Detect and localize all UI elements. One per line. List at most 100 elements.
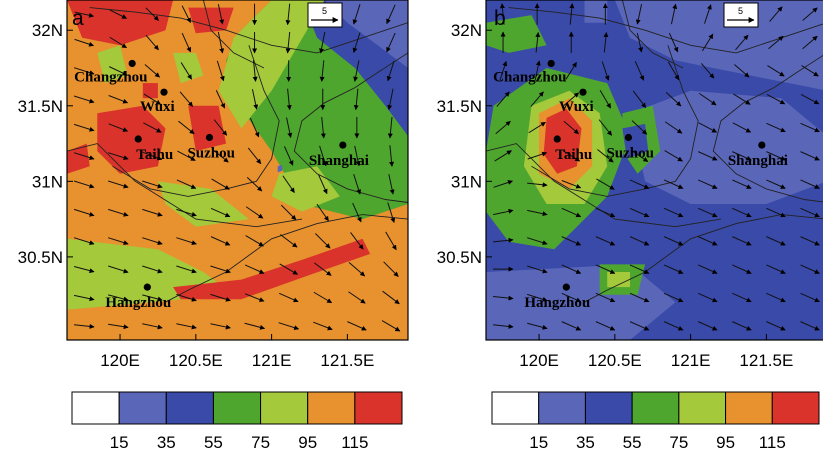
wind-vector [800, 93, 820, 105]
wind-vector [800, 122, 820, 133]
colorbar-b: 15 35 55 75 95 115 [491, 391, 820, 450]
wind-vector [217, 31, 225, 54]
wind-vector [350, 232, 364, 250]
map-outline-coast [712, 54, 823, 203]
x-tick-label: 121.5E [739, 351, 793, 370]
colorbar-swatch [354, 391, 403, 425]
wind-vector [387, 202, 396, 223]
wind-vector [595, 321, 616, 331]
y-tick-label: 30.5N [18, 248, 63, 267]
wind-vector [385, 231, 397, 251]
wind-vector [73, 266, 95, 274]
contour-region [97, 105, 166, 174]
y-tick-label: 32N [32, 21, 63, 40]
city-label: Shanghai [309, 153, 369, 169]
wind-vector [245, 235, 264, 247]
wind-vector [353, 60, 360, 82]
wind-vector [629, 207, 650, 218]
wind-vector [387, 88, 394, 111]
wind-vector [663, 321, 684, 331]
contour-region [486, 15, 547, 53]
wind-vector [697, 207, 718, 218]
wind-vector [278, 292, 299, 303]
wind-vector [561, 180, 582, 189]
wind-vector [74, 323, 95, 329]
wind-vector [282, 175, 295, 193]
x-tick-label: 121E [671, 351, 711, 370]
wind-vector [179, 91, 194, 107]
colorbar-label: 15 [529, 433, 548, 450]
wind-vector [73, 180, 95, 189]
colorbar-label: 55 [204, 433, 223, 450]
colorbar-swatch [584, 391, 633, 425]
wind-vector [320, 116, 326, 139]
wind-vector [732, 122, 752, 133]
wind-vector [629, 321, 650, 331]
colorbar-swatch [631, 391, 680, 425]
city-marker [562, 283, 570, 291]
colorbar-swatch [71, 391, 120, 425]
wind-vector [386, 4, 396, 25]
wind-vector [535, 32, 541, 53]
vector-scale-label: 5 [322, 6, 327, 16]
city-marker [128, 59, 136, 68]
wind-vector [347, 321, 367, 331]
wind-vector [142, 180, 163, 189]
wind-vector [108, 95, 129, 104]
colorbar-swatch [538, 391, 586, 425]
map-outline-boundary2 [67, 143, 302, 228]
wind-vector [244, 322, 266, 330]
wind-vector [73, 67, 95, 76]
wind-vector [176, 237, 197, 246]
wind-vector [631, 120, 648, 135]
wind-vector [145, 34, 159, 51]
wind-vector [108, 152, 129, 161]
colorbar-label: 115 [759, 433, 786, 450]
contour-region [277, 164, 283, 173]
wind-vector [142, 237, 163, 246]
wind-vector [629, 264, 650, 274]
colorbar-label: 75 [669, 433, 688, 450]
wind-vector [563, 120, 579, 135]
wind-vector [800, 151, 820, 161]
wind-vector [527, 182, 548, 188]
wind-vector [697, 321, 718, 331]
x-tick-label: 121E [252, 351, 292, 370]
wind-vector [252, 60, 258, 82]
wind-vector [210, 236, 231, 246]
contour-region [173, 52, 204, 84]
city-label: Shanghai [728, 153, 788, 169]
city-marker [579, 88, 587, 96]
wind-vector [210, 207, 231, 218]
wind-vector [493, 323, 514, 329]
wind-vector [249, 117, 260, 138]
wind-vector [569, 3, 575, 25]
colorbar-a: 15 35 55 75 95 115 [71, 391, 403, 450]
wind-vector [142, 323, 163, 330]
wind-vector [733, 93, 751, 105]
wind-vector [244, 293, 265, 302]
colorbar-swatch [771, 391, 820, 425]
wind-vector [698, 122, 718, 133]
wind-vector [562, 150, 581, 162]
wind-vector [697, 179, 718, 189]
wind-vector [766, 93, 786, 105]
city-label: Changzhou [74, 69, 147, 85]
wind-vector [314, 262, 332, 276]
wind-vector [801, 65, 819, 77]
wind-vector [143, 93, 162, 105]
colorbar-label: 55 [623, 433, 642, 450]
city-marker [134, 135, 142, 143]
wind-vector [800, 264, 820, 274]
wind-vector [285, 3, 291, 26]
wind-vector [73, 208, 95, 217]
wind-vector [246, 176, 263, 192]
map-outline-boundary [531, 45, 699, 197]
wind-vector [386, 32, 396, 53]
wind-vector [629, 292, 650, 303]
wind-vector [595, 264, 616, 274]
colorbar-label: 35 [157, 433, 176, 450]
wind-vector [251, 89, 259, 110]
wind-vector [527, 322, 548, 330]
wind-vector [561, 236, 582, 246]
